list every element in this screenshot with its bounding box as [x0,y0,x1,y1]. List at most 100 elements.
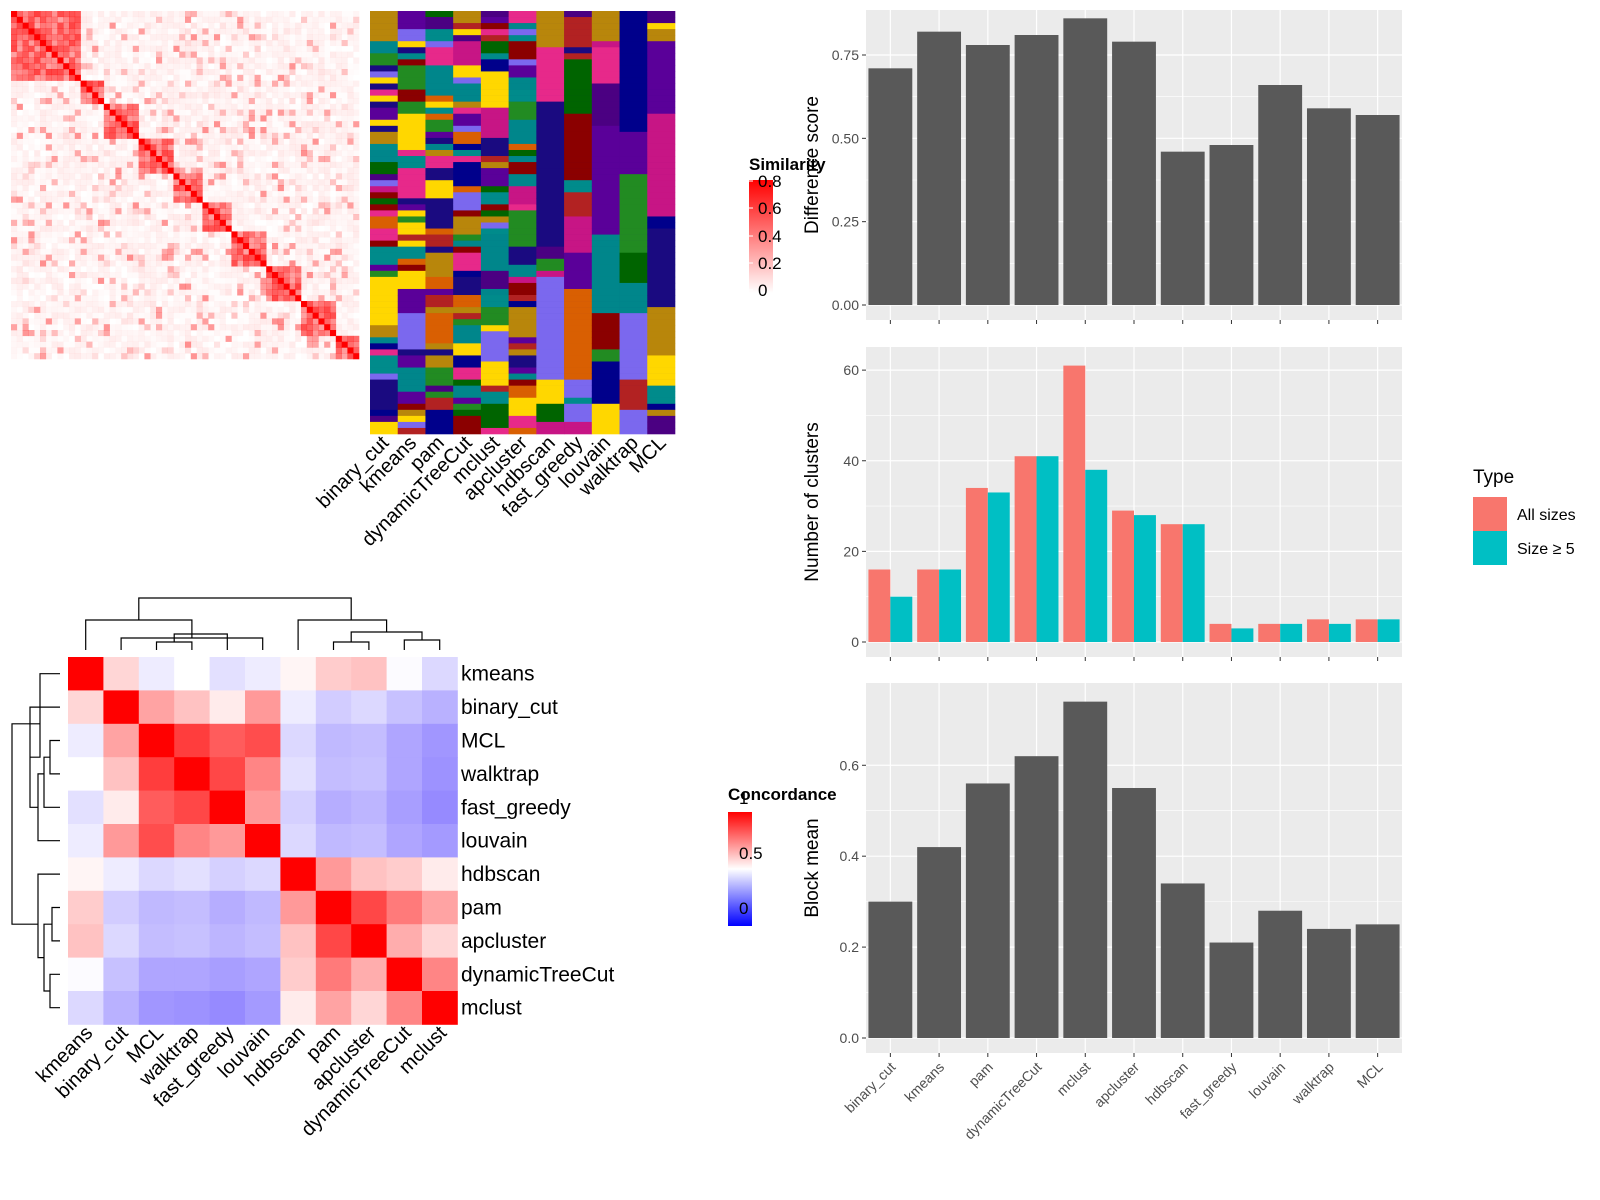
similarity-cell [301,144,308,151]
similarity-cell [133,237,139,243]
similarity-cell [144,330,150,336]
similarity-cell [266,231,272,237]
similarity-cell [11,219,18,226]
similarity-cell [161,150,168,157]
similarity-cell [289,92,296,99]
similarity-cell [301,289,307,295]
similarity-cell [353,109,360,116]
cluster-cell [453,415,482,423]
cluster-cell [425,35,454,42]
similarity-cell [156,214,162,220]
similarity-cell [277,80,284,87]
similarity-cell [330,51,337,58]
similarity-cell [260,295,266,301]
similarity-cell [16,11,23,18]
cluster-cell [564,137,593,145]
similarity-cell [306,161,313,168]
cluster-cell [453,307,482,314]
similarity-cell [156,156,163,163]
similarity-cell [110,57,116,63]
similarity-cell [248,98,255,105]
similarity-cell [312,237,319,244]
bar-size5 [987,492,1010,642]
similarity-cell [103,115,110,122]
similarity-cell [45,121,52,128]
cluster-cell [508,367,537,374]
cluster-cell [480,47,509,54]
similarity-cell [208,330,214,336]
similarity-cell [318,161,325,168]
similarity-cell [272,226,278,232]
cluster-cell [536,47,565,54]
similarity-cell [243,167,250,174]
similarity-cell [219,225,226,232]
similarity-cell [277,289,284,296]
concordance-cell [174,824,210,858]
similarity-cell [266,318,273,325]
similarity-cell [185,69,191,75]
similarity-cell [150,109,157,116]
similarity-cell [289,144,296,151]
similarity-cell [208,185,214,191]
cluster-cell [619,415,648,423]
similarity-cell [196,92,203,99]
similarity-cell [161,40,168,47]
cluster-cell [370,198,399,205]
similarity-cell [301,74,308,81]
similarity-cell [57,98,64,105]
similarity-cell [295,179,302,186]
cluster-cell [564,149,593,157]
similarity-cell [173,57,180,64]
similarity-cell [254,185,261,192]
similarity-tick-label: 0.6 [758,199,782,218]
cluster-cell [425,204,454,211]
similarity-cell [312,214,319,221]
similarity-cell [277,132,284,139]
similarity-cell [51,254,58,261]
concordance-cell [315,723,352,758]
similarity-cell [214,167,221,174]
similarity-cell [132,353,139,360]
similarity-cell [289,237,295,243]
concordance-cell [422,690,458,725]
cluster-cell [453,427,482,435]
cluster-cell [647,59,676,66]
similarity-cell [69,208,75,214]
similarity-cell [69,330,76,337]
similarity-cell [214,336,220,342]
similarity-cell [335,74,342,81]
similarity-cell [243,139,249,145]
similarity-cell [16,74,23,81]
cluster-cell [370,325,399,332]
cluster-cell [425,149,454,157]
similarity-cell [127,179,134,186]
cluster-cell [397,71,426,78]
cluster-cell [619,325,648,332]
similarity-cell [46,313,52,319]
similarity-cell [28,284,34,290]
similarity-cell [306,330,313,337]
similarity-cell [115,347,122,354]
similarity-cell [46,243,52,249]
similarity-cell [161,237,168,244]
similarity-cell [312,74,319,81]
concordance-cell [315,857,352,892]
similarity-cell [324,254,331,261]
cluster-cell [480,198,509,205]
similarity-cell [98,284,104,290]
similarity-cell [92,34,98,40]
similarity-cell [51,69,58,76]
similarity-cell [208,98,214,104]
concordance-heatmap [68,657,458,1025]
cluster-cell [647,337,676,344]
similarity-cell [272,144,279,151]
similarity-cell [318,103,325,110]
cluster-cell [425,343,454,350]
similarity-cell [214,248,221,255]
concordance-legend-title: Concordance [728,785,837,804]
similarity-cell [11,173,18,180]
similarity-cell [115,185,122,192]
similarity-cell [220,336,226,342]
similarity-cell [121,69,128,76]
similarity-cell [313,202,319,208]
